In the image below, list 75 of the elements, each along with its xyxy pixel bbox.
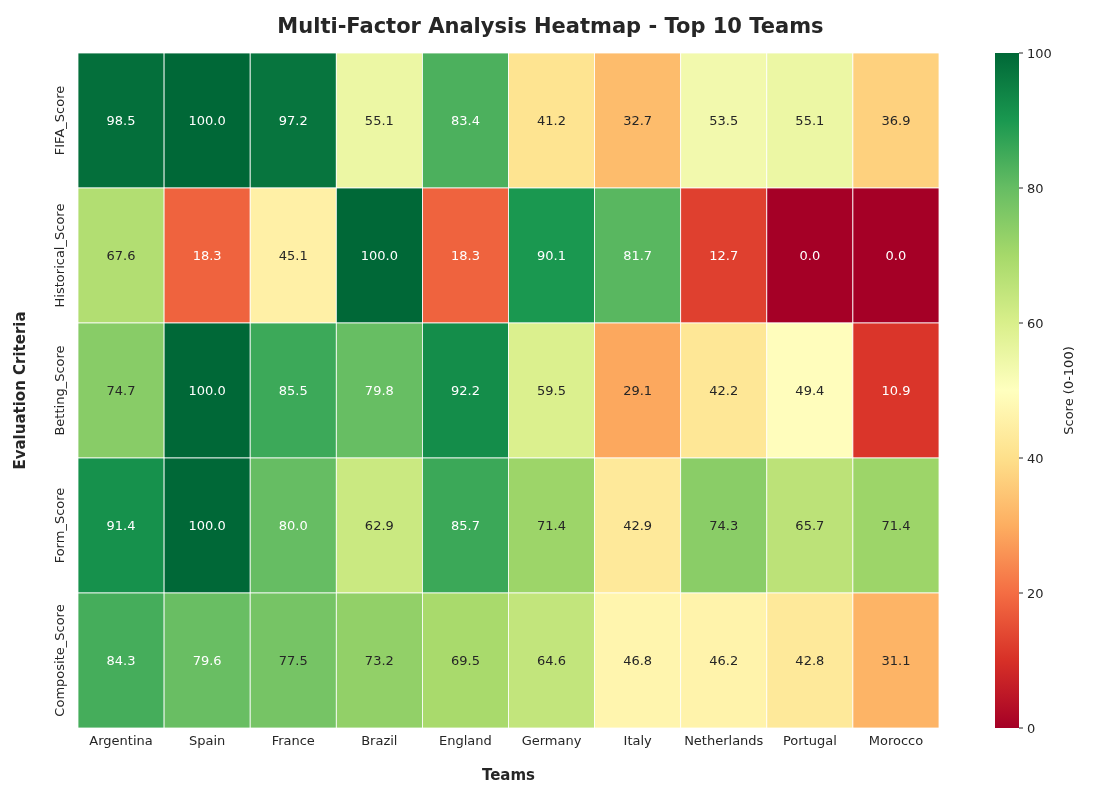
data-label: 46.8 (623, 653, 653, 668)
data-label: 65.7 (795, 518, 825, 533)
data-label: 0.0 (799, 248, 821, 263)
data-label: 77.5 (278, 653, 308, 668)
data-label: 83.4 (450, 113, 480, 128)
x-tick-label: Brazil (361, 733, 398, 749)
data-label: 100.0 (188, 383, 226, 398)
data-label: 31.1 (881, 653, 911, 668)
data-label: 29.1 (623, 383, 653, 398)
color-bar-label: 0 (1027, 720, 1036, 736)
data-label: 41.2 (537, 113, 567, 128)
y-tick-label: Composite_Score (52, 604, 67, 717)
x-tick-label: Morocco (868, 733, 924, 749)
data-label: 73.2 (364, 653, 394, 668)
data-label: 42.2 (709, 383, 739, 398)
x-tick-label: England (439, 733, 492, 749)
data-label: 55.1 (364, 113, 394, 128)
x-tick-label: Germany (521, 733, 582, 749)
data-label: 32.7 (623, 113, 653, 128)
color-bar-label: 20 (1027, 585, 1044, 601)
data-label: 55.1 (795, 113, 825, 128)
data-label: 18.3 (450, 248, 480, 263)
data-label: 100.0 (360, 248, 398, 263)
data-label: 0.0 (885, 248, 907, 263)
x-axis-title: Teams (481, 766, 536, 784)
data-label: 85.7 (450, 518, 480, 533)
data-label: 92.2 (450, 383, 480, 398)
data-label: 49.4 (795, 383, 825, 398)
data-label: 74.7 (106, 383, 136, 398)
y-axis-title: Evaluation Criteria (11, 311, 30, 470)
data-label: 71.4 (881, 518, 911, 533)
data-label: 18.3 (192, 248, 222, 263)
y-tick-label: Betting_Score (52, 345, 67, 436)
data-label: 100.0 (188, 518, 226, 533)
data-label: 90.1 (537, 248, 567, 263)
y-tick-label: FIFA_Score (52, 85, 67, 156)
data-label: 80.0 (278, 518, 308, 533)
data-label: 85.5 (278, 383, 308, 398)
color-bar-label: 100 (1027, 45, 1052, 61)
data-label: 46.2 (709, 653, 739, 668)
x-tick-label: Italy (623, 733, 653, 749)
y-tick-label: Form_Score (52, 487, 67, 564)
data-label: 98.5 (106, 113, 136, 128)
data-label: 12.7 (709, 248, 739, 263)
data-label: 100.0 (188, 113, 226, 128)
data-label: 79.8 (364, 383, 394, 398)
data-label: 42.8 (795, 653, 825, 668)
x-tick-label: Spain (188, 733, 226, 749)
data-label: 79.6 (192, 653, 222, 668)
color-bar-label: 60 (1027, 315, 1044, 331)
x-tick-label: Portugal (782, 733, 837, 749)
data-label: 64.6 (537, 653, 567, 668)
x-tick-label: Netherlands (684, 733, 764, 749)
data-label: 42.9 (623, 518, 653, 533)
color-bar-label: 40 (1027, 450, 1044, 466)
color-bar-label: 80 (1027, 180, 1044, 196)
data-label: 62.9 (364, 518, 394, 533)
data-label: 91.4 (106, 518, 136, 533)
data-label: 53.5 (709, 113, 739, 128)
color-bar-title: Score (0-100) (1061, 346, 1076, 435)
x-tick-label: France (271, 733, 315, 749)
data-label: 67.6 (106, 248, 136, 263)
data-label: 69.5 (450, 653, 480, 668)
y-tick-label: Historical_Score (52, 203, 67, 308)
chart-title: Multi-Factor Analysis Heatmap - Top 10 Teams (276, 14, 825, 38)
data-label: 10.9 (881, 383, 911, 398)
data-label: 97.2 (278, 113, 308, 128)
x-tick-label: Argentina (89, 733, 153, 749)
data-label: 84.3 (106, 653, 136, 668)
data-label: 81.7 (623, 248, 653, 263)
data-label: 59.5 (537, 383, 567, 398)
data-label: 74.3 (709, 518, 739, 533)
data-label: 71.4 (537, 518, 567, 533)
data-label: 45.1 (278, 248, 308, 263)
data-label: 36.9 (881, 113, 911, 128)
